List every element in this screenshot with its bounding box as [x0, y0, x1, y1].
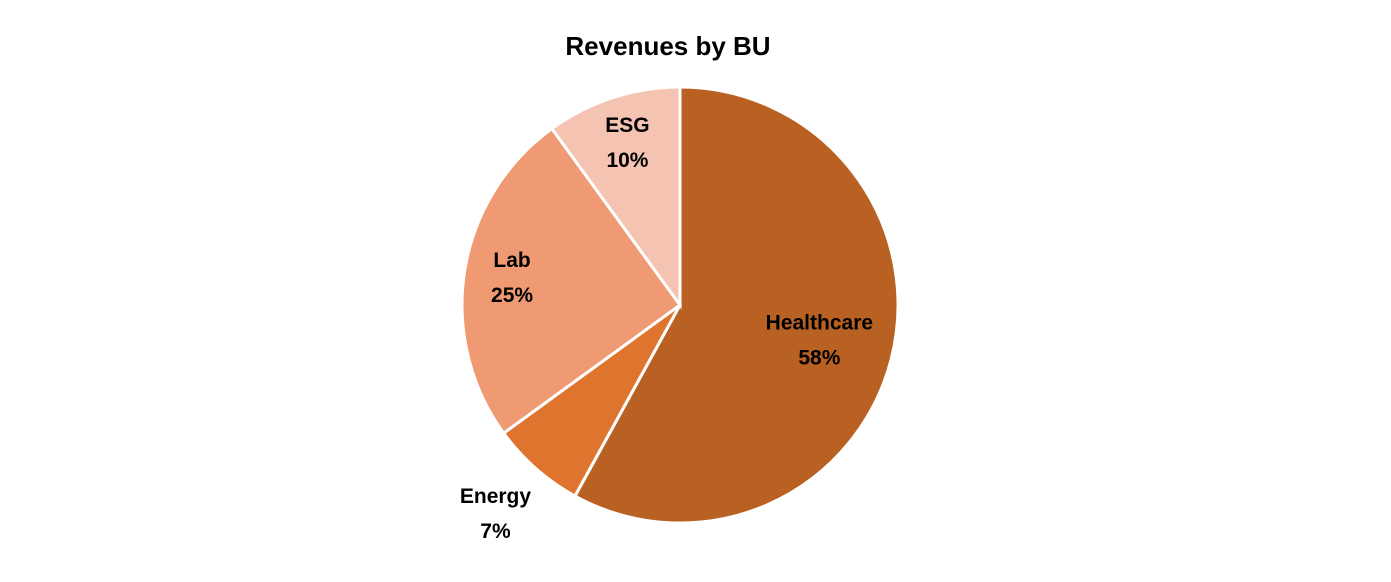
pie-slice — [460, 126, 683, 436]
pie-slice — [572, 85, 900, 525]
slice-label: Lab — [493, 249, 530, 272]
slice-value-label: 7% — [480, 520, 511, 543]
slice-label: ESG — [605, 114, 649, 137]
slice-label: Energy — [460, 485, 532, 508]
chart-title: Revenues by BU — [565, 31, 770, 61]
pie-slice — [549, 85, 682, 310]
slice-value-label: 58% — [798, 346, 840, 369]
slice-value-label: 25% — [491, 284, 533, 307]
slice-label: Healthcare — [766, 311, 873, 334]
slice-value-label: 10% — [606, 149, 648, 172]
